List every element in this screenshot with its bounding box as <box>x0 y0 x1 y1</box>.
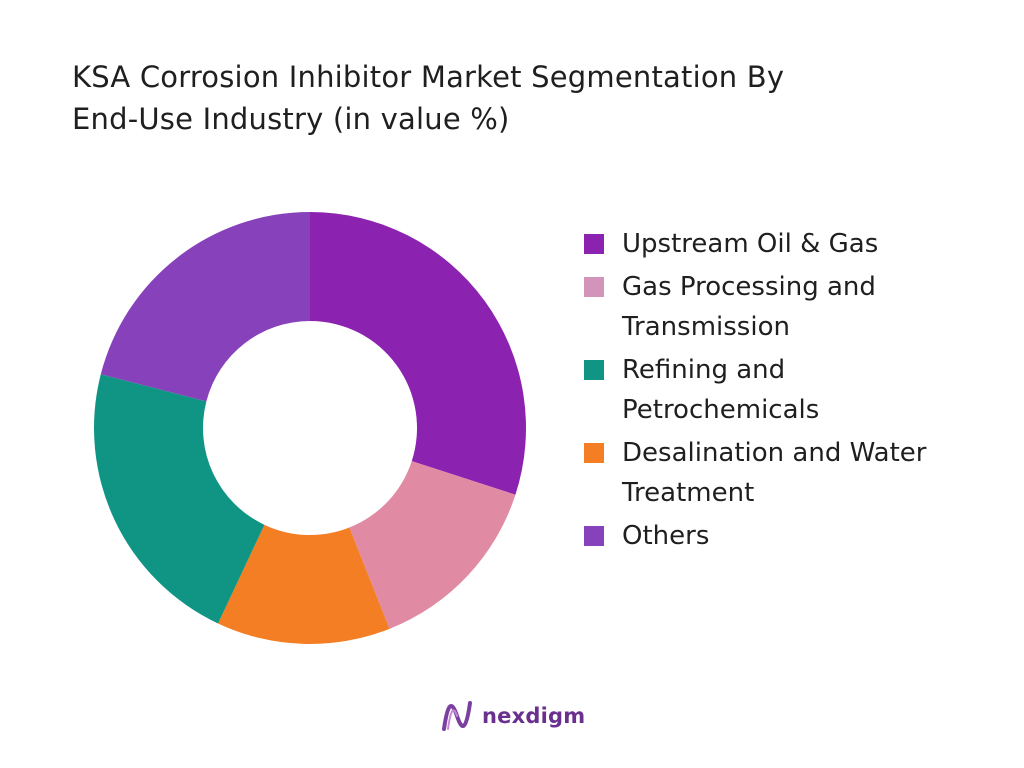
legend-swatch <box>584 443 604 463</box>
legend-item-others: Others <box>584 516 1004 556</box>
nexdigm-logo: nexdigm <box>440 696 585 736</box>
chart-title-line-2: End-Use Industry (in value %) <box>72 102 510 136</box>
chart-title: KSA Corrosion Inhibitor Market Segmentat… <box>72 56 952 140</box>
logo-text: nexdigm <box>482 704 586 728</box>
nexdigm-logo-icon <box>442 701 472 731</box>
chart-legend: Upstream Oil & Gas Gas Processing and Tr… <box>584 224 1004 559</box>
legend-swatch <box>584 360 604 380</box>
legend-swatch <box>584 277 604 297</box>
slice-gas-processing-and-transmission <box>349 461 516 629</box>
legend-swatch <box>584 526 604 546</box>
legend-swatch <box>584 234 604 254</box>
legend-label-line: Gas Processing and <box>622 272 876 302</box>
donut-slices <box>94 212 526 644</box>
legend-label-line: Others <box>622 521 710 551</box>
slice-upstream-oil-gas <box>310 212 526 495</box>
legend-item-desalination: Desalination and Water Treatment <box>584 433 1004 513</box>
slice-others <box>100 212 310 402</box>
legend-item-gas-processing: Gas Processing and Transmission <box>584 267 1004 347</box>
slice-desalination-and-water-treatment <box>218 524 390 644</box>
legend-label-line: Upstream Oil & Gas <box>622 229 879 259</box>
slice-refining-and-petrochemicals <box>94 374 265 624</box>
legend-label-line: Refining and <box>622 355 786 385</box>
legend-item-refining: Refining and Petrochemicals <box>584 350 1004 430</box>
legend-label-line: Transmission <box>622 312 790 342</box>
legend-item-upstream-oil-gas: Upstream Oil & Gas <box>584 224 1004 264</box>
legend-label-line: Petrochemicals <box>622 395 820 425</box>
legend-label-line: Treatment <box>622 478 755 508</box>
chart-title-line-1: KSA Corrosion Inhibitor Market Segmentat… <box>72 60 785 94</box>
legend-label-line: Desalination and Water <box>622 438 927 468</box>
